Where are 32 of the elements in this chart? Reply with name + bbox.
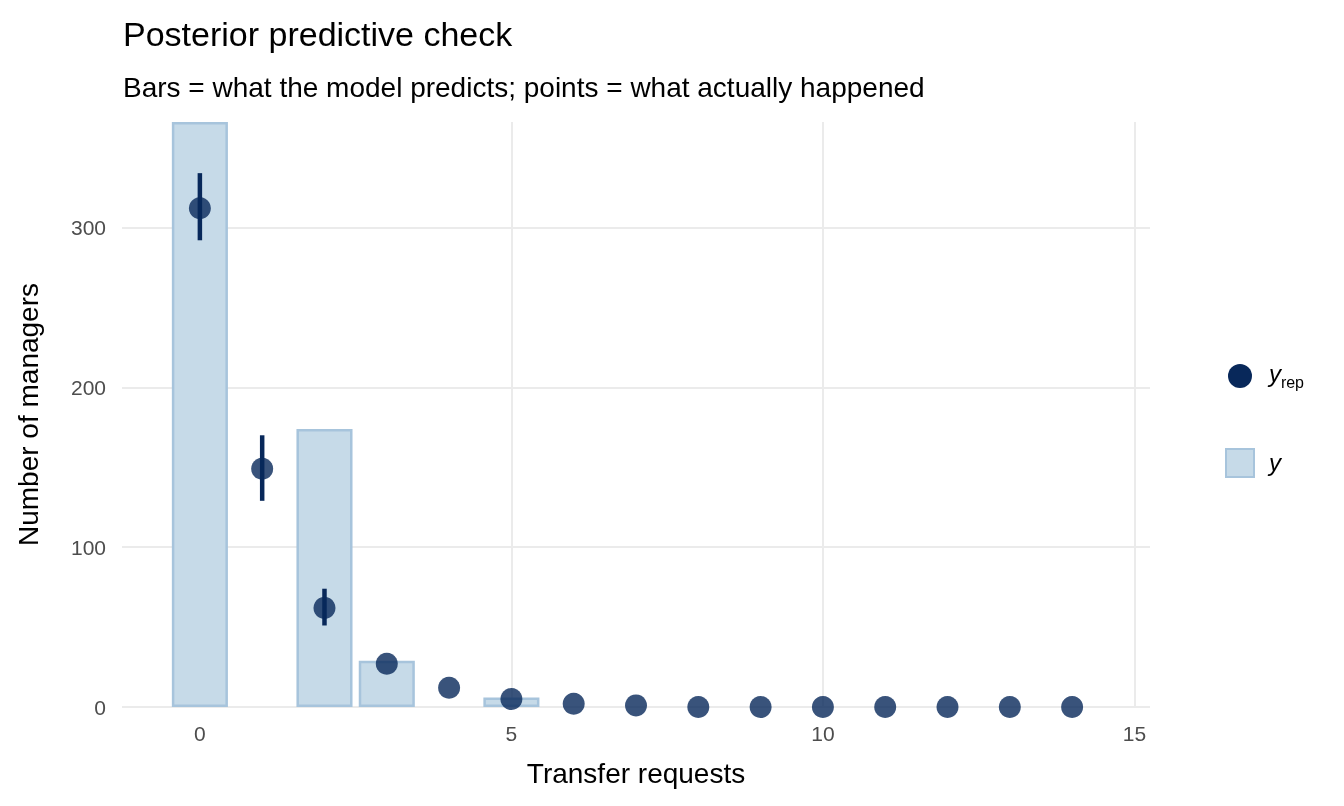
x-tick-label: 5	[505, 722, 518, 745]
point	[936, 696, 959, 718]
point	[251, 457, 274, 480]
x-tick-label: 10	[811, 722, 835, 745]
point	[313, 596, 336, 619]
chart-subtitle: Bars = what the model predicts; points = what actually happened	[123, 71, 925, 103]
x-tick-label: 0	[194, 722, 206, 745]
point	[438, 676, 461, 699]
point	[687, 696, 710, 718]
point	[749, 696, 772, 718]
point	[998, 696, 1021, 718]
point	[500, 688, 523, 710]
point	[811, 696, 834, 718]
y-tick-label: 100	[70, 535, 106, 559]
point	[625, 694, 647, 717]
legend-label: y$_{rep}$	[1268, 360, 1304, 392]
y-axis-title: Number of managers	[12, 282, 44, 547]
x-axis-title: Transfer requests	[526, 757, 746, 789]
point	[562, 692, 585, 715]
x-tick-label: 15	[1122, 722, 1147, 745]
point	[375, 652, 398, 675]
y-tick-label: 300	[70, 215, 106, 239]
y-tick-label: 200	[70, 375, 106, 399]
chart-title: Posterior predictive check	[123, 15, 514, 53]
bar	[296, 428, 353, 707]
point	[874, 696, 897, 718]
bar	[358, 660, 415, 707]
legend-label: y	[1268, 448, 1281, 477]
point	[188, 197, 211, 220]
bar	[171, 122, 228, 707]
point	[1061, 696, 1084, 718]
y-tick-label: 0	[94, 695, 106, 719]
